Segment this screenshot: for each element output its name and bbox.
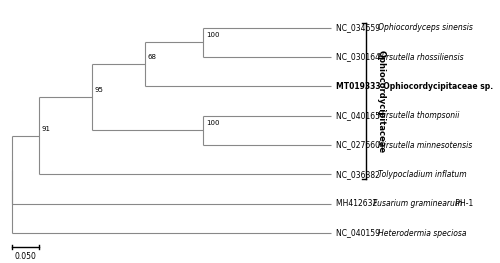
Text: Tolypocladium inflatum: Tolypocladium inflatum	[378, 170, 466, 179]
Text: Hirsutella rhossiliensis: Hirsutella rhossiliensis	[378, 53, 464, 62]
Text: NC_030164: NC_030164	[336, 53, 382, 62]
Text: 95: 95	[94, 87, 104, 93]
Text: NC_036382: NC_036382	[336, 170, 382, 179]
Text: NC_034659: NC_034659	[336, 23, 383, 32]
Text: Ophiocordycipitaceae: Ophiocordycipitaceae	[377, 49, 386, 153]
Text: 91: 91	[42, 125, 50, 132]
Text: 68: 68	[148, 54, 156, 60]
Text: MT019333 Ophiocordycipitaceae sp.: MT019333 Ophiocordycipitaceae sp.	[336, 82, 494, 91]
Text: Heterodermia speciosa: Heterodermia speciosa	[378, 229, 466, 237]
Text: Ophiocordyceps sinensis: Ophiocordyceps sinensis	[378, 23, 472, 32]
Text: Hirsutella minnesotensis: Hirsutella minnesotensis	[378, 141, 472, 150]
Text: 0.050: 0.050	[14, 252, 36, 261]
Text: 100: 100	[206, 120, 220, 126]
Text: NC_040159: NC_040159	[336, 229, 382, 237]
Text: Hirsutella thompsonii: Hirsutella thompsonii	[378, 111, 459, 120]
Text: PH-1: PH-1	[453, 199, 473, 208]
Text: MH412632: MH412632	[336, 199, 380, 208]
Text: Fusarium graminearum: Fusarium graminearum	[374, 199, 462, 208]
Text: NC_027660: NC_027660	[336, 141, 382, 150]
Text: 100: 100	[206, 32, 220, 38]
Text: NC_040165: NC_040165	[336, 111, 382, 120]
